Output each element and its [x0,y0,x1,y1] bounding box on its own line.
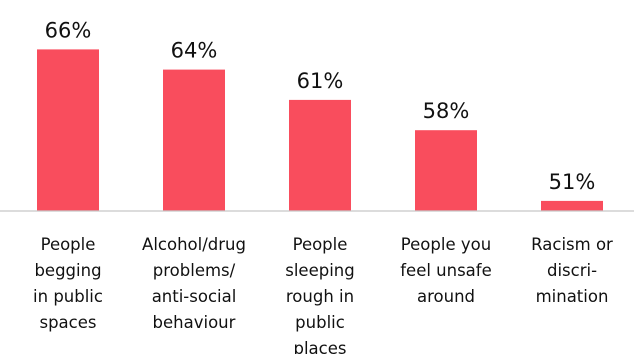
value-label-1: 66% [45,18,92,42]
category-label-line: People [293,235,348,254]
value-label-4: 58% [423,99,470,123]
category-label-line: mination [536,287,609,306]
category-label-line: around [417,287,475,306]
category-label-line: public [295,313,345,332]
category-label-line: anti-social [152,287,237,306]
category-label-line: People you [401,235,491,254]
category-label-2: Alcohol/drug problems/anti-social behaviou… [142,235,246,332]
category-label-line: People [41,235,96,254]
category-label-5: Racism or discri-mination [531,235,613,306]
category-label-line: problems/ [153,261,236,280]
category-label-line: sleeping [285,261,354,280]
value-label-3: 61% [297,69,344,93]
bar-3 [289,99,351,211]
bar-2 [163,69,225,211]
category-label-line: Racism or [531,235,613,254]
category-label-line: feel unsafe [400,261,492,280]
category-label-3: People sleeping rough in public places [285,235,354,354]
bar-4 [415,130,477,211]
category-label-line: behaviour [153,313,236,332]
labels-layer: 66% 64% 61% 58% 51% [45,18,596,194]
category-label-line: rough in [286,287,354,306]
category-label-line: spaces [39,313,96,332]
category-label-line: begging [34,261,101,280]
category-label-1: People begging in public spaces [33,235,103,332]
bar-5 [541,200,603,211]
value-label-2: 64% [171,39,218,63]
category-label-line: places [294,339,347,354]
category-labels-layer: People begging in public spaces Alcohol/drug… [33,235,613,354]
bars-layer [37,49,603,212]
value-label-5: 51% [549,170,596,194]
category-label-line: Alcohol/drug [142,235,246,254]
category-label-line: in public [33,287,103,306]
bar-1 [37,49,99,212]
category-label-line: discri- [547,261,597,280]
category-label-4: People you feel unsafe around [400,235,492,306]
